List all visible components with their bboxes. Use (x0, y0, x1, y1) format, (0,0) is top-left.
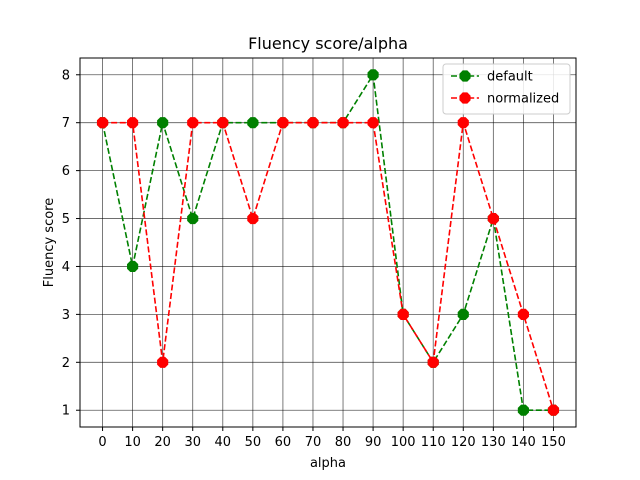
data-point-normalized (187, 117, 199, 129)
plot-frame (79, 57, 577, 428)
data-point-normalized (337, 117, 349, 129)
legend-item-normalized: normalized (451, 92, 559, 107)
y-tick-label: 7 (62, 116, 70, 131)
legend-box (442, 63, 571, 115)
x-tick-label: 140 (511, 435, 536, 450)
y-axis-label: Fluency score (42, 198, 57, 287)
data-point-default (367, 69, 379, 81)
x-tick-label: 50 (245, 435, 262, 450)
data-point-normalized (127, 117, 139, 129)
series-line-default (101, 72, 554, 412)
data-point-normalized (247, 212, 259, 225)
y-tick-label: 6 (62, 164, 70, 179)
data-point-normalized (397, 308, 409, 320)
data-point-default (517, 404, 529, 416)
legend-label: normalized (487, 92, 559, 107)
x-tick-label: 120 (451, 435, 476, 450)
series-layer (96, 69, 560, 416)
x-tick-label: 0 (98, 435, 106, 450)
data-point-normalized (367, 117, 379, 129)
x-tick-label: 60 (275, 435, 292, 450)
data-point-normalized (96, 117, 109, 129)
y-tick-label: 2 (62, 356, 70, 371)
legend-marker (459, 92, 471, 104)
data-point-default (457, 308, 469, 320)
y-tick-label: 5 (62, 212, 70, 227)
chart-title: Fluency score/alpha (248, 34, 408, 53)
x-axis-label: alpha (310, 456, 346, 471)
data-point-normalized (277, 117, 289, 129)
data-point-normalized (157, 356, 169, 368)
x-tick-label: 40 (215, 435, 232, 450)
data-point-default (247, 117, 259, 129)
data-point-normalized (217, 117, 229, 129)
series-line-normalized (102, 121, 555, 411)
ticks: 0 10 20 30 40 50 60 70 80 90 100 110 120 130 140 150 1 2 3… (62, 68, 566, 450)
data-point-normalized (457, 117, 469, 129)
y-tick-label: 3 (62, 308, 70, 323)
x-tick-label: 130 (481, 435, 506, 450)
data-point-normalized (547, 404, 560, 416)
legend-label: default (487, 70, 533, 85)
data-point-normalized (487, 212, 499, 225)
x-tick-label: 110 (421, 435, 446, 450)
y-tick-label: 4 (62, 260, 70, 275)
x-tick-label: 70 (305, 435, 322, 450)
series-normalized (96, 117, 560, 416)
legend: default normalized (442, 63, 571, 115)
legend-item-default: default (451, 70, 533, 85)
data-point-default (187, 212, 199, 225)
data-point-default (157, 117, 169, 129)
x-tick-label: 100 (391, 435, 416, 450)
y-tick-label: 1 (62, 404, 70, 419)
x-tick-label: 10 (124, 435, 141, 450)
legend-marker (459, 70, 471, 82)
data-point-normalized (307, 117, 319, 129)
data-point-default (127, 260, 139, 273)
y-tick-label: 8 (62, 68, 70, 83)
data-point-normalized (427, 356, 439, 368)
x-tick-label: 150 (541, 435, 566, 450)
x-tick-label: 90 (365, 435, 382, 450)
x-tick-label: 80 (335, 435, 352, 450)
data-point-normalized (517, 308, 529, 320)
x-tick-label: 30 (184, 435, 201, 450)
x-tick-label: 20 (154, 435, 171, 450)
